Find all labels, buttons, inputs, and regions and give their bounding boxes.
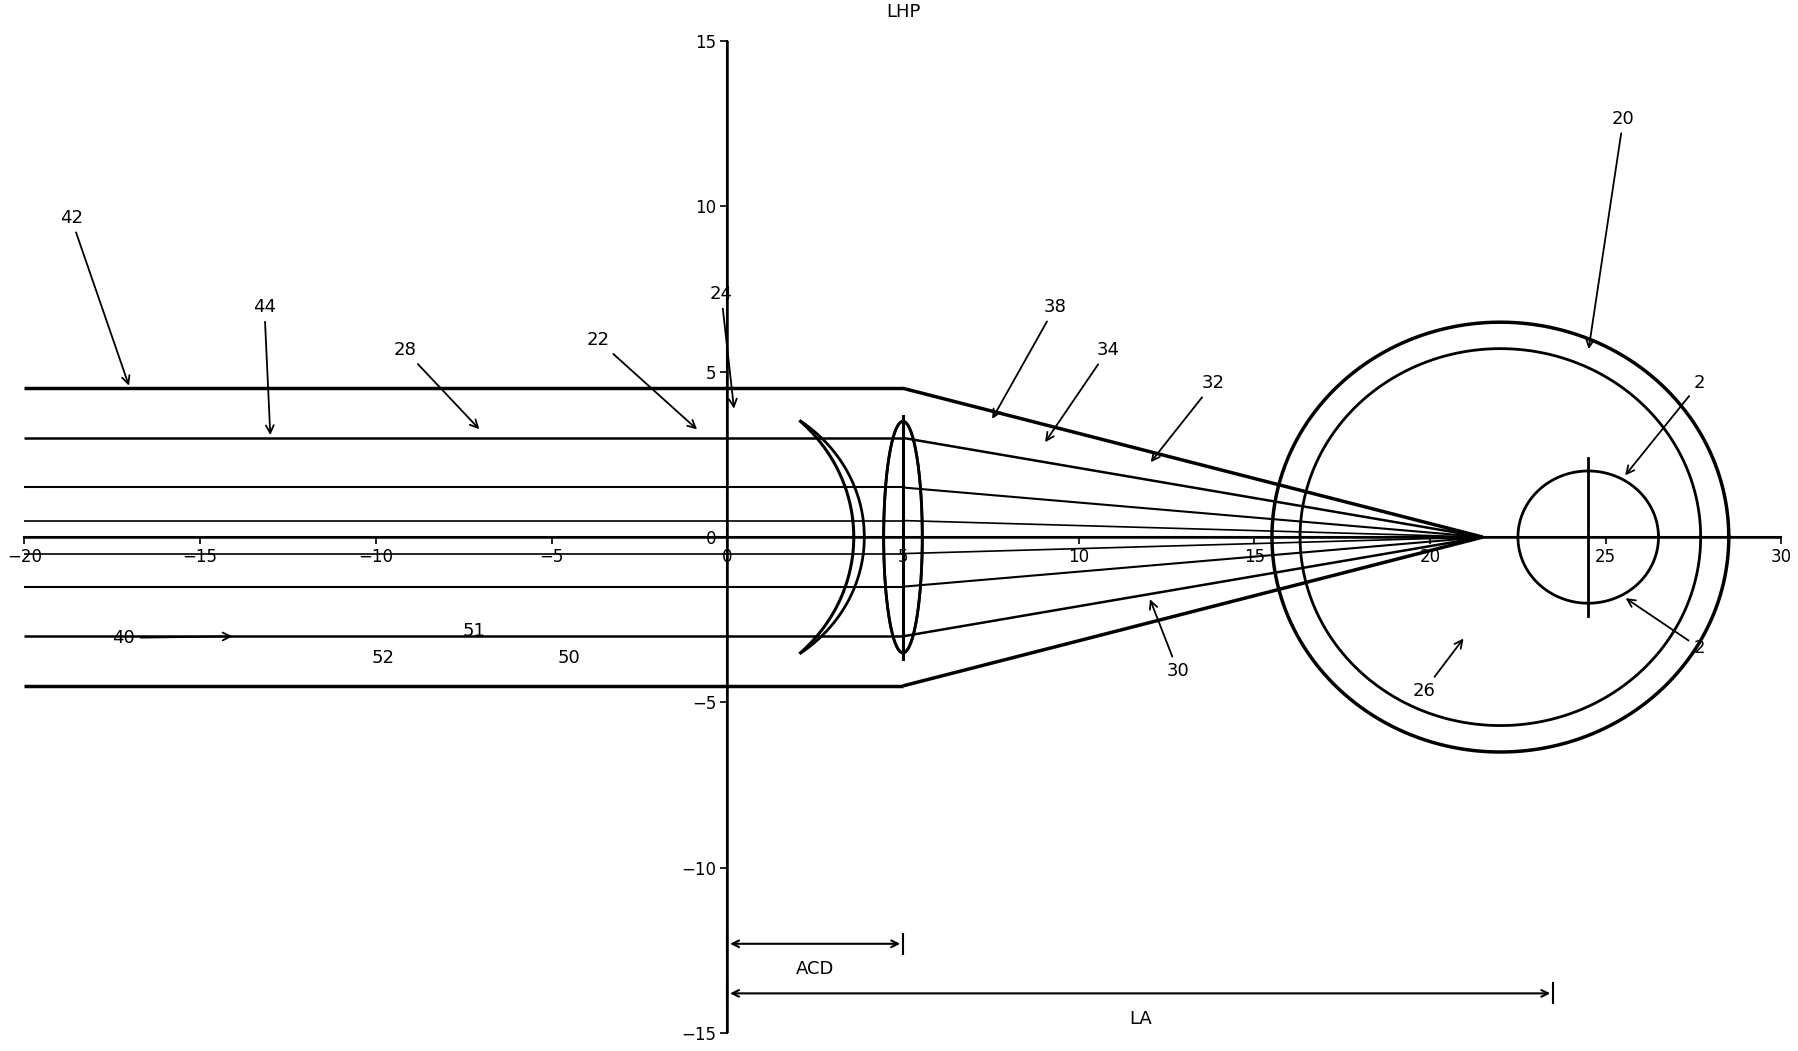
Text: LA: LA bbox=[1127, 1010, 1151, 1028]
Text: 50: 50 bbox=[557, 648, 581, 666]
Text: 24: 24 bbox=[708, 285, 737, 407]
Text: 42: 42 bbox=[59, 209, 129, 384]
Text: 34: 34 bbox=[1046, 342, 1118, 440]
Text: 22: 22 bbox=[586, 331, 696, 428]
Text: 30: 30 bbox=[1149, 601, 1188, 680]
Text: 38: 38 bbox=[992, 298, 1066, 417]
Text: 52: 52 bbox=[370, 648, 394, 666]
Text: 2: 2 bbox=[1627, 599, 1705, 657]
Text: ACD: ACD bbox=[795, 961, 834, 978]
Text: 28: 28 bbox=[394, 342, 478, 428]
Text: 32: 32 bbox=[1151, 374, 1224, 460]
Text: LHP: LHP bbox=[885, 3, 919, 21]
Text: 44: 44 bbox=[254, 298, 275, 433]
Text: 20: 20 bbox=[1586, 109, 1634, 347]
Text: 51: 51 bbox=[462, 622, 485, 640]
Text: 2: 2 bbox=[1625, 374, 1705, 474]
Text: 40: 40 bbox=[111, 628, 230, 647]
Text: 26: 26 bbox=[1411, 640, 1462, 700]
